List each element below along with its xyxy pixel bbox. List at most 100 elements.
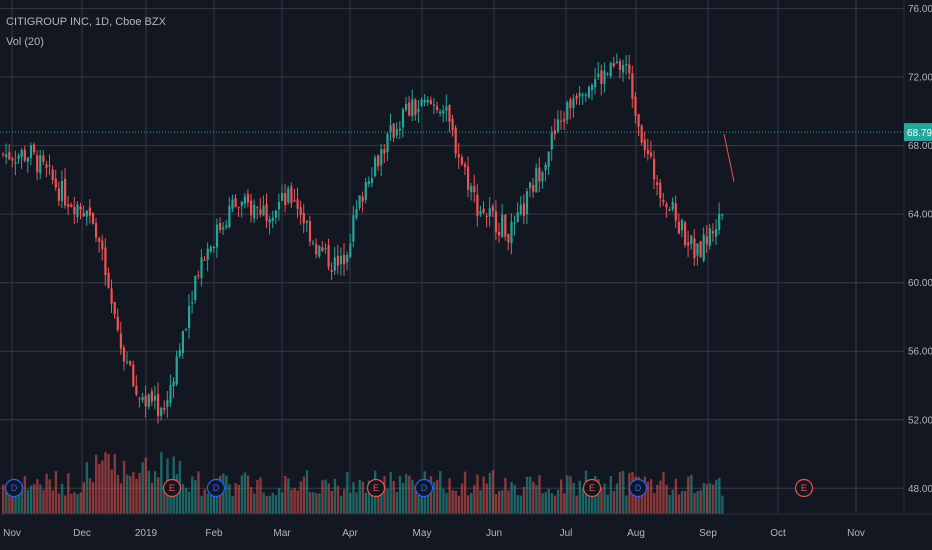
candle-body[interactable] (29, 145, 33, 158)
candle-body[interactable] (442, 110, 445, 114)
candle-body[interactable] (281, 193, 284, 201)
candle-body[interactable] (54, 178, 57, 188)
candle-body[interactable] (392, 123, 395, 138)
candle-body[interactable] (315, 244, 318, 255)
candle-body[interactable] (343, 254, 346, 265)
candle-body[interactable] (116, 316, 119, 331)
candle-body[interactable] (383, 149, 386, 154)
candle-body[interactable] (349, 243, 352, 257)
candle-body[interactable] (231, 199, 234, 209)
dividend-marker[interactable] (414, 478, 434, 498)
candle-body[interactable] (488, 208, 491, 217)
earnings-marker[interactable] (366, 478, 386, 498)
candle-body[interactable] (327, 245, 330, 268)
candle-body[interactable] (200, 257, 203, 278)
candle-body[interactable] (538, 167, 541, 182)
candle-body[interactable] (451, 118, 454, 131)
earnings-marker[interactable] (582, 478, 602, 498)
candle-body[interactable] (556, 119, 560, 132)
candle-body[interactable] (305, 220, 308, 223)
candle-body[interactable] (321, 247, 324, 252)
candle-body[interactable] (203, 259, 206, 261)
candle-body[interactable] (95, 223, 98, 238)
candle-body[interactable] (721, 214, 724, 216)
candle-body[interactable] (718, 213, 721, 230)
candle-body[interactable] (98, 238, 101, 242)
candle-body[interactable] (296, 199, 299, 209)
candle-body[interactable] (544, 164, 547, 171)
candle-body[interactable] (643, 139, 646, 151)
candle-body[interactable] (339, 255, 343, 264)
candle-body[interactable] (67, 203, 70, 207)
candle-body[interactable] (11, 158, 14, 161)
volume-legend[interactable]: Vol (20) (6, 36, 44, 48)
candle-body[interactable] (504, 214, 507, 237)
candle-body[interactable] (122, 347, 126, 362)
candle-body[interactable] (212, 246, 215, 248)
candle-body[interactable] (135, 385, 138, 396)
candle-body[interactable] (228, 205, 231, 228)
candle-body[interactable] (628, 64, 631, 74)
candle-body[interactable] (516, 212, 519, 223)
earnings-marker[interactable] (794, 478, 814, 498)
candle-body[interactable] (640, 125, 643, 143)
candle-body[interactable] (160, 408, 163, 416)
candle-body[interactable] (432, 104, 436, 106)
candle-body[interactable] (498, 231, 501, 236)
candle-body[interactable] (485, 215, 488, 218)
symbol-legend[interactable]: CITIGROUP INC, 1D, Cboe BZX (6, 16, 166, 28)
candle-body[interactable] (64, 178, 67, 206)
candle-body[interactable] (318, 245, 321, 257)
candle-body[interactable] (467, 166, 470, 190)
candle-body[interactable] (17, 155, 20, 159)
candle-body[interactable] (417, 108, 420, 112)
candle-body[interactable] (240, 201, 243, 206)
candle-body[interactable] (290, 186, 293, 204)
candle-body[interactable] (436, 106, 439, 111)
candle-body[interactable] (547, 151, 550, 167)
candle-body[interactable] (237, 206, 240, 208)
candle-body[interactable] (262, 205, 265, 216)
candle-body[interactable] (144, 396, 147, 407)
candle-body[interactable] (550, 132, 553, 150)
candle-body[interactable] (659, 182, 662, 199)
candle-body[interactable] (169, 385, 172, 403)
candle-body[interactable] (705, 236, 708, 245)
candle-body[interactable] (274, 210, 277, 218)
candle-body[interactable] (609, 62, 612, 77)
candle-body[interactable] (665, 203, 668, 208)
candle-body[interactable] (513, 222, 516, 224)
candle-body[interactable] (600, 70, 603, 84)
candle-body[interactable] (250, 200, 253, 216)
candle-body[interactable] (364, 181, 367, 200)
candle-body[interactable] (693, 238, 696, 259)
candle-body[interactable] (594, 79, 597, 88)
candle-body[interactable] (14, 161, 17, 164)
candle-body[interactable] (408, 102, 411, 116)
candle-body[interactable] (519, 205, 522, 215)
candle-body[interactable] (420, 99, 423, 106)
candle-body[interactable] (23, 149, 26, 161)
candle-body[interactable] (129, 361, 132, 365)
candle-body[interactable] (336, 255, 339, 266)
candle-body[interactable] (209, 246, 212, 252)
candle-body[interactable] (346, 254, 349, 263)
candle-body[interactable] (696, 243, 699, 256)
candle-body[interactable] (429, 99, 432, 105)
candle-body[interactable] (184, 329, 188, 331)
candle-body[interactable] (33, 144, 36, 153)
candle-body[interactable] (157, 394, 160, 417)
candle-body[interactable] (684, 222, 687, 246)
candle-body[interactable] (268, 219, 271, 223)
candle-body[interactable] (308, 221, 312, 242)
candle-body[interactable] (597, 73, 600, 78)
candle-body[interactable] (569, 99, 572, 109)
candle-body[interactable] (563, 119, 566, 122)
candle-body[interactable] (225, 225, 228, 228)
candle-body[interactable] (535, 167, 538, 192)
candle-body[interactable] (85, 210, 88, 217)
candle-body[interactable] (172, 381, 175, 387)
candle-body[interactable] (525, 191, 529, 215)
candle-body[interactable] (253, 204, 256, 219)
candle-body[interactable] (246, 194, 250, 203)
